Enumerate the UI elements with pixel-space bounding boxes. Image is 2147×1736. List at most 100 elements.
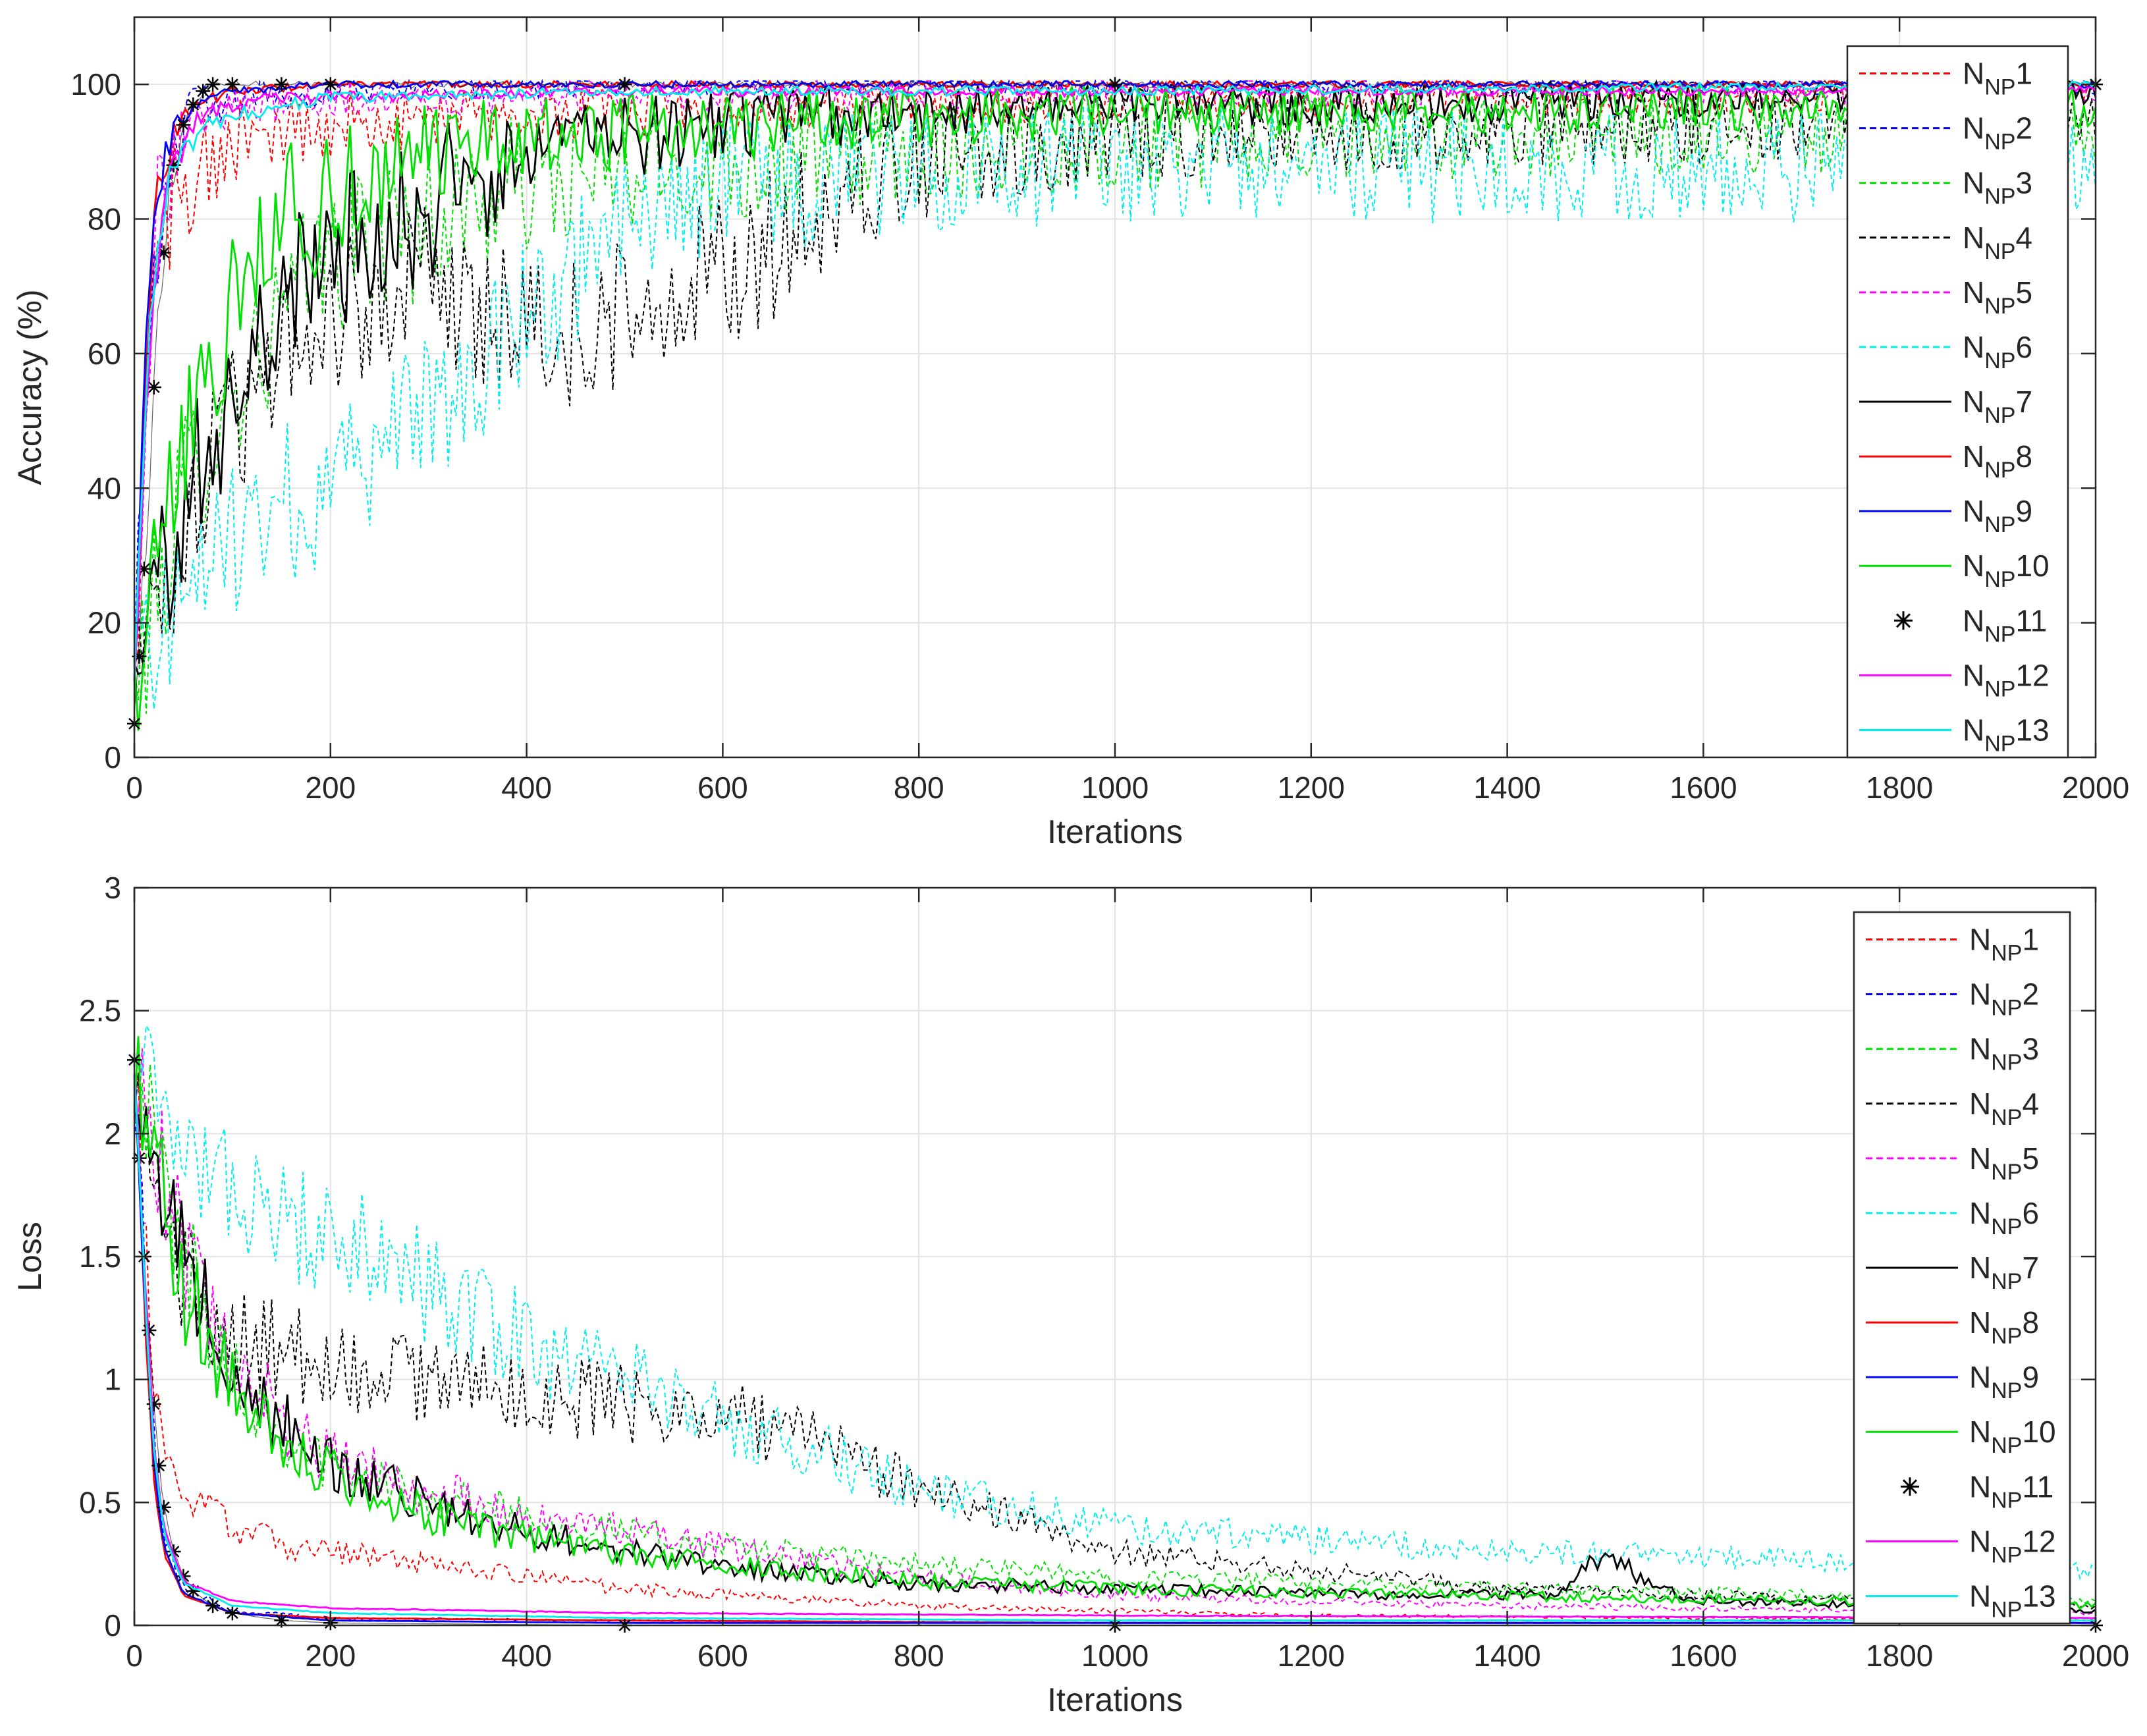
legend-item-12: NNP12 bbox=[1859, 658, 2050, 701]
y-axis-label: Accuracy (%) bbox=[11, 289, 48, 485]
legend-label: NNP6 bbox=[1969, 1196, 2039, 1239]
x-tick-label: 1000 bbox=[1081, 771, 1149, 805]
legend-item-1: NNP1 bbox=[1866, 923, 2039, 966]
y-tick-label: 100 bbox=[70, 67, 121, 101]
y-tick-label: 0 bbox=[104, 1608, 121, 1642]
series-11-marker bbox=[186, 97, 201, 112]
series-11-marker bbox=[176, 117, 191, 132]
legend-label: NNP10 bbox=[1969, 1415, 2056, 1458]
legend-label: NNP13 bbox=[1963, 713, 2050, 756]
series-10 bbox=[133, 80, 2097, 731]
x-tick-label: 0 bbox=[126, 771, 143, 805]
series-11-marker bbox=[146, 380, 161, 394]
legend-item-11: NNP11 bbox=[1894, 603, 2047, 647]
x-tick-label: 1400 bbox=[1473, 1639, 1540, 1673]
series-11-marker bbox=[274, 77, 289, 92]
series-13 bbox=[133, 80, 2096, 680]
legend-item-10: NNP10 bbox=[1859, 549, 2050, 592]
y-tick-label: 2 bbox=[104, 1116, 121, 1151]
y-tick-label: 1.5 bbox=[79, 1239, 121, 1274]
legend-item-3: NNP3 bbox=[1866, 1032, 2039, 1075]
legend-item-9: NNP9 bbox=[1859, 494, 2032, 537]
legend-label: NNP2 bbox=[1963, 111, 2032, 155]
x-tick-label: 1800 bbox=[1866, 1639, 1933, 1673]
series-5 bbox=[134, 78, 2096, 666]
series-11-marker bbox=[132, 649, 147, 664]
y-tick-label: 60 bbox=[88, 337, 121, 371]
legend-item-4: NNP4 bbox=[1859, 221, 2032, 264]
legend-label: NNP12 bbox=[1963, 658, 2050, 701]
legend-label: NNP12 bbox=[1969, 1524, 2056, 1567]
legend-label: NNP3 bbox=[1969, 1032, 2039, 1075]
y-tick-label: 80 bbox=[88, 202, 121, 236]
legend-label: NNP7 bbox=[1963, 385, 2032, 428]
y-tick-label: 1 bbox=[104, 1363, 121, 1397]
series-11-marker bbox=[323, 77, 338, 92]
series-11-marker bbox=[142, 1323, 157, 1338]
legend-swatch bbox=[1901, 1477, 1919, 1496]
series-11-marker bbox=[274, 1613, 289, 1628]
legend-swatch bbox=[1894, 611, 1913, 630]
x-tick-label: 1600 bbox=[1670, 771, 1737, 805]
legend-label: NNP3 bbox=[1963, 166, 2032, 209]
legend-item-3: NNP3 bbox=[1859, 166, 2032, 209]
legend-item-13: NNP13 bbox=[1866, 1579, 2056, 1622]
x-tick-label: 2000 bbox=[2062, 771, 2129, 805]
y-tick-label: 0.5 bbox=[79, 1485, 121, 1519]
legend-item-8: NNP8 bbox=[1866, 1305, 2039, 1349]
legend-label: NNP4 bbox=[1969, 1087, 2039, 1130]
series-7 bbox=[134, 1108, 2096, 1614]
x-tick-label: 1200 bbox=[1278, 1639, 1345, 1673]
legend-label: NNP1 bbox=[1963, 57, 2032, 100]
series-10 bbox=[133, 1036, 2096, 1610]
series-4 bbox=[134, 1073, 2096, 1610]
legend-label: NNP9 bbox=[1963, 494, 2032, 537]
x-tick-label: 800 bbox=[894, 771, 944, 805]
series-5 bbox=[134, 1048, 2096, 1615]
series-11-marker bbox=[146, 1397, 161, 1411]
legend-label: NNP4 bbox=[1963, 221, 2032, 264]
legend-label: NNP13 bbox=[1969, 1579, 2056, 1622]
y-tick-label: 3 bbox=[104, 871, 121, 905]
legend-item-7: NNP7 bbox=[1866, 1251, 2039, 1294]
series-11-marker bbox=[186, 1583, 201, 1598]
x-tick-label: 400 bbox=[501, 771, 552, 805]
x-tick-label: 1000 bbox=[1081, 1639, 1149, 1673]
legend-label: NNP9 bbox=[1969, 1360, 2039, 1403]
legend-item-4: NNP4 bbox=[1866, 1087, 2039, 1130]
series-11-marker bbox=[205, 1598, 221, 1614]
legend-label: NNP2 bbox=[1969, 977, 2039, 1021]
loss-panel: 0 200 400 600 800 1000 1200 1400 1600 1800 2000 0 0.… bbox=[11, 871, 2129, 1718]
legend-item-5: NNP5 bbox=[1859, 275, 2032, 319]
series-11-marker bbox=[166, 157, 181, 173]
y-tick-label: 20 bbox=[88, 606, 121, 640]
legend: NNP1 NNP2 NNP3 NNP4 NNP5 NNP6 NNP7 NNP8 NNP9 NNP1… bbox=[1853, 911, 2071, 1625]
legend-item-10: NNP10 bbox=[1866, 1415, 2056, 1458]
x-tick-label: 0 bbox=[126, 1639, 143, 1673]
legend-label: NNP8 bbox=[1969, 1305, 2039, 1349]
series-11-marker bbox=[151, 1458, 167, 1473]
series-11-marker bbox=[225, 77, 240, 92]
legend-item-6: NNP6 bbox=[1866, 1196, 2039, 1239]
legend-item-5: NNP5 bbox=[1866, 1141, 2039, 1185]
series-11-marker bbox=[136, 561, 151, 576]
legend-label: NNP10 bbox=[1963, 549, 2050, 592]
legend-label: NNP1 bbox=[1969, 923, 2039, 966]
y-tick-label: 40 bbox=[88, 471, 121, 505]
x-tick-label: 1200 bbox=[1278, 771, 1345, 805]
series-6 bbox=[134, 106, 2096, 710]
y-tick-label: 2.5 bbox=[79, 994, 121, 1028]
legend-item-13: NNP13 bbox=[1859, 713, 2050, 756]
series-11-marker bbox=[617, 77, 632, 92]
series-7 bbox=[133, 78, 2097, 676]
series-11-marker bbox=[156, 245, 171, 260]
x-tick-label: 1400 bbox=[1473, 771, 1540, 805]
y-axis-label: Loss bbox=[11, 1222, 48, 1291]
legend-item-9: NNP9 bbox=[1866, 1360, 2039, 1403]
legend-label: NNP6 bbox=[1963, 330, 2032, 373]
x-tick-label: 1800 bbox=[1866, 771, 1933, 805]
series-11-marker bbox=[205, 77, 221, 92]
legend-item-7: NNP7 bbox=[1859, 385, 2032, 428]
accuracy-panel: 0 200 400 600 800 1000 1200 1400 1600 1800 2000 0 20… bbox=[11, 16, 2129, 850]
legend-item-11: NNP11 bbox=[1901, 1469, 2053, 1513]
